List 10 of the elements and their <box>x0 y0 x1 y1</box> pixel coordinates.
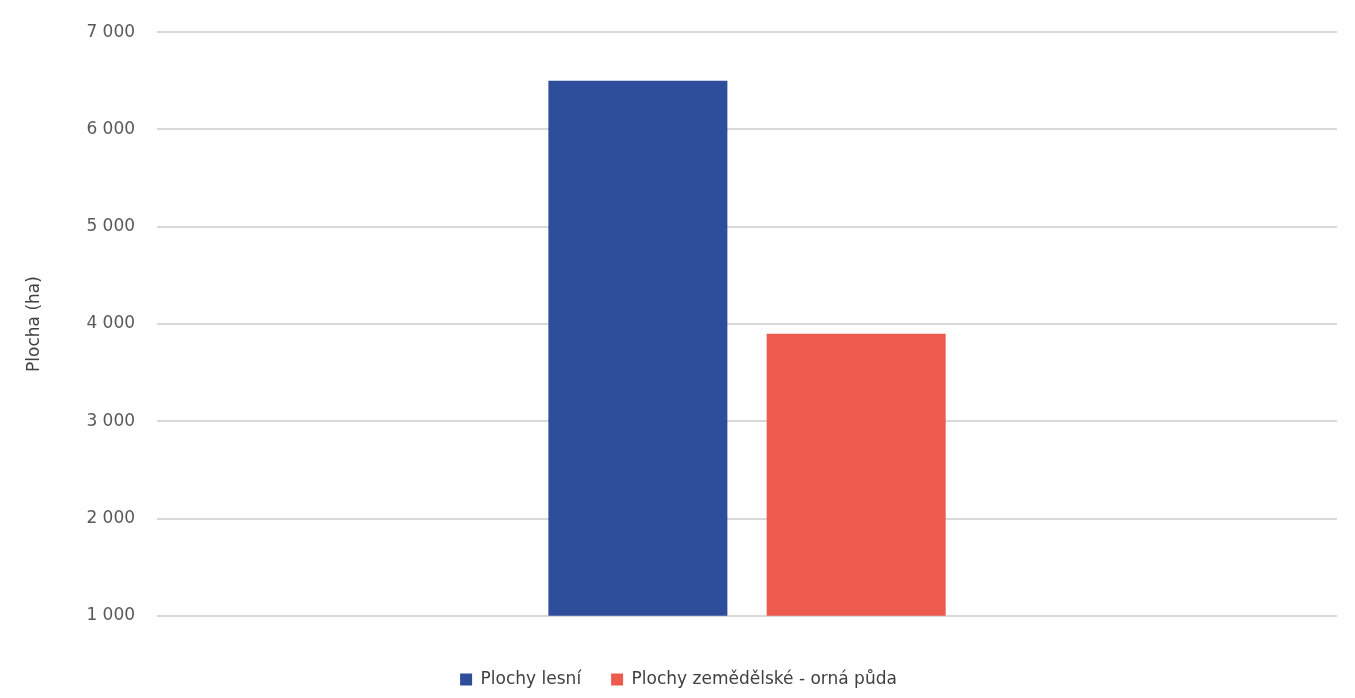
y-tick-label: 3 000 <box>86 409 136 430</box>
legend-label: Plochy zemědělské - orná půda <box>631 667 897 688</box>
y-tick-label: 6 000 <box>86 117 136 138</box>
y-tick-label: 2 000 <box>86 506 136 527</box>
y-tick-label: 7 000 <box>86 20 136 41</box>
y-tick-label: 5 000 <box>86 215 136 236</box>
y-tick-label: 1 000 <box>86 604 136 625</box>
legend-label: Plochy lesní <box>480 667 583 688</box>
y-axis-title: Plocha (ha) <box>22 276 43 372</box>
y-tick-label: 4 000 <box>86 312 136 333</box>
